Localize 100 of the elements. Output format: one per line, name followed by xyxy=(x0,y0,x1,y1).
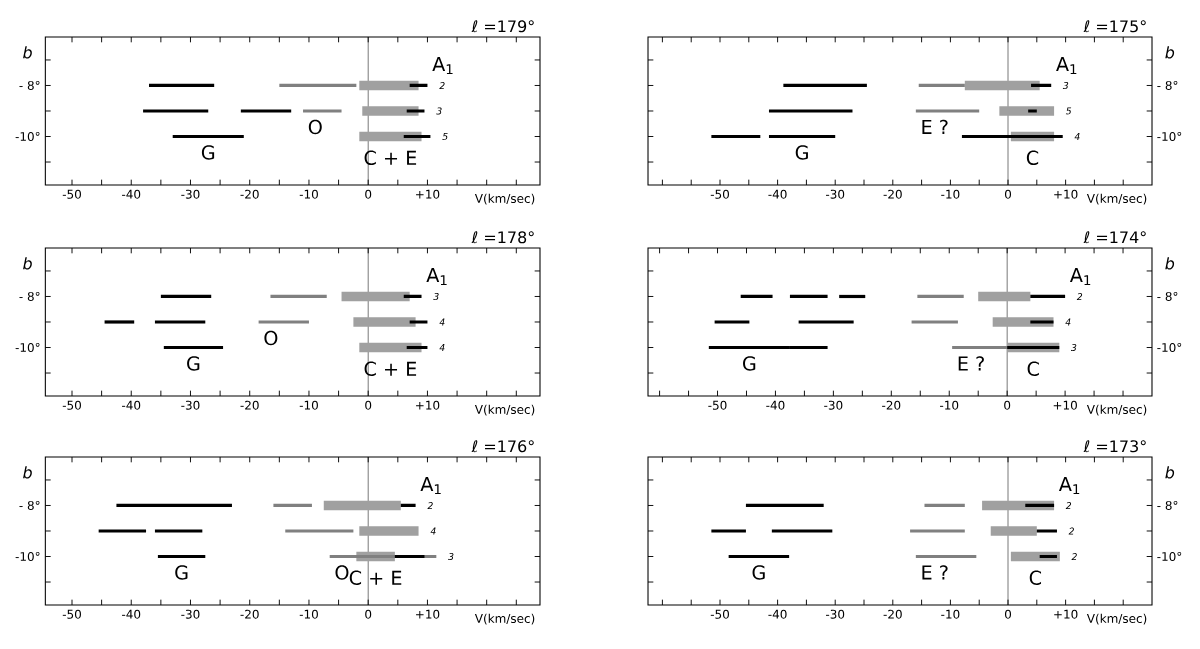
x-tick-label: -50 xyxy=(62,609,81,619)
y-axis-title: b xyxy=(23,466,32,479)
x-tick-label: -30 xyxy=(825,189,845,199)
chart-title: ℓ =174° xyxy=(1083,231,1146,244)
x-tick-label: -10 xyxy=(941,189,960,199)
series-label: O xyxy=(308,119,322,135)
y-tick-label: - 8° xyxy=(19,500,40,511)
x-tick-label: 0 xyxy=(1004,609,1012,619)
series-label: C + E xyxy=(364,361,417,377)
chart-title: ℓ =179° xyxy=(471,20,534,33)
x-tick-label: -20 xyxy=(240,189,259,199)
x-tick-label: 0 xyxy=(365,189,372,199)
series-label: G xyxy=(795,145,808,160)
x-tick-label: +10 xyxy=(416,609,440,619)
x-tick-label: -20 xyxy=(882,400,901,410)
chart-title: ℓ =173° xyxy=(1083,440,1146,453)
legend-label: A$_{1}$ xyxy=(1056,57,1077,75)
y-tick-label: - 8° xyxy=(1157,291,1178,302)
annotation: 3 xyxy=(448,552,454,561)
annotation: 4 xyxy=(1065,318,1071,326)
y-axis-title: b xyxy=(1165,257,1175,270)
annotation: 2 xyxy=(427,502,433,509)
x-tick-label: -50 xyxy=(708,400,727,410)
x-axis-title: V(km/sec) xyxy=(1086,613,1147,625)
series-label: E ? xyxy=(922,565,948,580)
x-tick-label: +10 xyxy=(1054,609,1078,619)
x-tick-label: 0 xyxy=(1004,400,1011,410)
x-tick-label: -30 xyxy=(825,609,845,619)
annotation: 4 xyxy=(439,344,445,351)
x-tick-label: -50 xyxy=(710,609,730,619)
series-label: O xyxy=(335,565,349,580)
annotation: 2 xyxy=(1076,293,1083,300)
x-axis-title: V(km/sec) xyxy=(1086,404,1147,416)
annotation: 4 xyxy=(1074,133,1080,140)
annotation: 5 xyxy=(1065,107,1072,115)
x-tick-label: 0 xyxy=(365,400,372,410)
x-tick-label: -40 xyxy=(768,189,787,199)
annotation: 4 xyxy=(439,318,445,326)
y-tick-label: - 8° xyxy=(1157,500,1178,511)
x-tick-label: -20 xyxy=(240,609,259,619)
y-axis-title: b xyxy=(1165,46,1175,59)
series-label: E ? xyxy=(958,356,984,371)
annotation: 5 xyxy=(442,133,448,140)
x-tick-label: -40 xyxy=(122,189,141,199)
annotation: 4 xyxy=(430,527,436,535)
chart-title: ℓ =176° xyxy=(471,440,534,453)
chart-title: ℓ =175° xyxy=(1083,20,1146,33)
x-axis-title: V(km/sec) xyxy=(474,613,535,625)
x-tick-label: 0 xyxy=(1004,189,1012,199)
legend-label: A$_{1}$ xyxy=(432,57,453,75)
series-label: G xyxy=(187,356,200,371)
annotation: 2 xyxy=(1065,502,1072,509)
x-tick-label: -30 xyxy=(181,189,200,199)
x-tick-label: -10 xyxy=(940,400,959,410)
annotation: 2 xyxy=(1071,553,1077,560)
x-tick-label: -10 xyxy=(299,609,318,619)
x-tick-label: -40 xyxy=(122,400,141,410)
series-label: G xyxy=(201,145,215,160)
legend-label: A$_{1}$ xyxy=(426,268,447,286)
series-label: G xyxy=(175,565,188,580)
x-axis-title: V(km/sec) xyxy=(474,193,535,205)
x-axis-title: V(km/sec) xyxy=(1086,193,1147,205)
y-tick-label: -10° xyxy=(1157,342,1182,353)
series-label: O xyxy=(264,330,278,346)
series-label: G xyxy=(743,356,756,371)
y-axis-title: b xyxy=(23,46,32,59)
x-tick-label: -30 xyxy=(181,400,200,410)
x-tick-label: -20 xyxy=(883,609,902,619)
x-tick-label: -10 xyxy=(299,400,318,410)
x-tick-label: -50 xyxy=(62,189,81,199)
y-tick-label: -10° xyxy=(15,342,40,353)
x-axis-title: V(km/sec) xyxy=(474,404,535,416)
y-tick-label: - 8° xyxy=(1157,80,1178,91)
series-label: C xyxy=(1027,361,1039,377)
x-tick-label: -10 xyxy=(941,609,960,619)
legend-label: A$_{1}$ xyxy=(1058,477,1080,495)
annotation: 3 xyxy=(1062,81,1069,89)
y-axis-title: b xyxy=(23,257,32,270)
x-tick-label: -20 xyxy=(883,189,902,199)
y-tick-label: -10° xyxy=(15,131,40,142)
series-label: C + E xyxy=(364,150,417,166)
y-tick-label: - 8° xyxy=(19,291,40,302)
series-label: C xyxy=(1029,570,1042,586)
y-axis-title: b xyxy=(1165,466,1175,479)
x-tick-label: -10 xyxy=(299,189,318,199)
x-tick-label: -40 xyxy=(122,609,141,619)
x-tick-label: 0 xyxy=(365,609,372,619)
y-tick-label: -10° xyxy=(15,551,40,562)
y-tick-label: - 8° xyxy=(19,80,40,91)
series-label: C + E xyxy=(349,570,402,586)
x-tick-label: -30 xyxy=(824,400,843,410)
series-label: C xyxy=(1026,150,1039,166)
annotation: 2 xyxy=(439,82,445,89)
series-label: E ? xyxy=(922,119,948,134)
annotation: 3 xyxy=(1070,343,1077,352)
y-tick-label: -10° xyxy=(1157,551,1182,562)
legend-label: A$_{1}$ xyxy=(1069,268,1091,286)
x-tick-label: -30 xyxy=(181,609,200,619)
x-tick-label: -50 xyxy=(710,189,730,199)
x-tick-label: +10 xyxy=(416,189,440,199)
